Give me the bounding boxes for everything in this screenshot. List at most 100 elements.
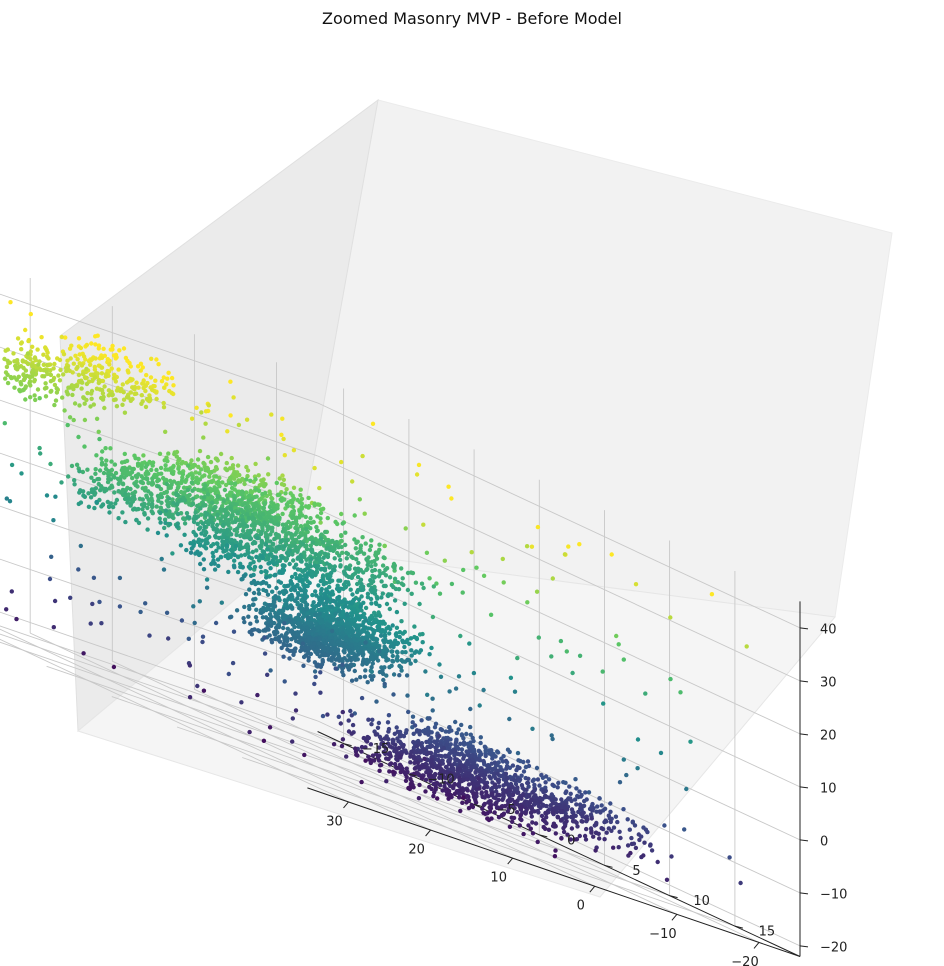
scatter-point	[443, 729, 448, 734]
scatter-point	[316, 641, 321, 646]
scatter-point	[140, 497, 145, 502]
scatter-point	[80, 380, 85, 385]
scatter-point	[404, 750, 409, 755]
scatter-point	[23, 384, 29, 389]
scatter-point	[507, 824, 513, 829]
scatter-point	[224, 460, 229, 466]
scatter-point	[616, 845, 621, 850]
scatter-point	[465, 788, 470, 793]
scatter-point	[394, 750, 399, 755]
scatter-point	[500, 556, 505, 562]
scatter-point	[21, 372, 26, 377]
scatter-point	[122, 475, 127, 480]
scatter-point	[602, 837, 607, 842]
scatter-point	[355, 539, 360, 544]
scatter-point	[203, 529, 208, 534]
scatter-point	[350, 573, 355, 579]
scatter-point	[390, 769, 396, 774]
scatter-point	[391, 692, 396, 697]
scatter-point	[395, 758, 400, 763]
scatter-point	[319, 618, 324, 623]
scatter-point	[189, 416, 195, 421]
scatter-point	[291, 558, 296, 563]
scatter-point	[354, 557, 359, 562]
scatter-point	[566, 544, 571, 549]
scatter-point	[335, 628, 340, 633]
scatter-point	[561, 825, 566, 831]
scatter-point	[411, 731, 416, 736]
scatter-point	[437, 733, 442, 739]
scatter-point	[73, 383, 78, 389]
scatter-point	[205, 454, 211, 460]
scatter-point	[170, 497, 175, 502]
scatter-point	[272, 555, 277, 560]
scatter-point	[609, 552, 614, 557]
scatter-point	[394, 725, 399, 730]
scatter-point	[199, 538, 205, 543]
scatter-point	[162, 517, 168, 522]
scatter-point	[417, 741, 422, 747]
scatter-point	[356, 597, 362, 602]
scatter-point	[437, 662, 442, 667]
scatter-point	[547, 795, 552, 800]
scatter-point	[113, 352, 119, 358]
scatter-point	[376, 758, 382, 763]
scatter-point	[195, 683, 200, 689]
scatter-point	[368, 543, 374, 549]
scatter-point	[493, 802, 498, 807]
scatter-point	[93, 356, 98, 361]
scatter-point	[308, 526, 313, 531]
scatter-point	[448, 771, 454, 777]
scatter-point	[35, 387, 41, 392]
scatter-point	[617, 829, 622, 834]
scatter-point	[427, 716, 432, 721]
scatter-point	[395, 729, 400, 734]
scatter-point	[400, 659, 406, 664]
scatter-point	[282, 679, 287, 684]
scatter-point	[233, 519, 238, 524]
scatter-point	[182, 498, 188, 503]
scatter-point	[316, 563, 321, 569]
scatter-point	[492, 760, 498, 765]
scatter-point	[347, 566, 352, 572]
scatter-point	[293, 691, 298, 696]
scatter-point	[392, 563, 397, 568]
scatter-point	[19, 340, 24, 345]
scatter-point	[362, 674, 368, 679]
scatter-point	[12, 385, 17, 390]
scatter-point	[407, 641, 412, 646]
scatter-point	[166, 496, 172, 501]
scatter-point	[149, 492, 154, 497]
scatter-point	[314, 524, 319, 530]
scatter-point	[424, 739, 429, 745]
scatter-point	[247, 493, 252, 498]
scatter-point	[284, 556, 290, 561]
scatter-point	[366, 583, 371, 588]
scatter-point	[130, 475, 135, 481]
scatter-point	[549, 792, 554, 797]
scatter-point	[46, 356, 51, 361]
scatter-point	[296, 612, 302, 617]
scatter-point	[88, 621, 93, 626]
scatter-point	[298, 493, 303, 498]
scatter-point	[366, 555, 371, 560]
scatter-point	[378, 633, 384, 638]
scatter-point	[132, 489, 138, 495]
scatter-point	[305, 566, 311, 571]
scatter-point	[116, 481, 121, 486]
scatter-point	[165, 458, 170, 464]
scatter-point	[363, 745, 368, 750]
scatter-point	[77, 403, 82, 408]
scatter-point	[298, 531, 303, 536]
scatter-point	[265, 672, 270, 677]
scatter-point	[284, 502, 290, 507]
scatter-point	[360, 653, 365, 658]
scatter-point	[99, 621, 104, 626]
scatter-point	[627, 827, 632, 832]
scatter-point	[126, 395, 131, 400]
z-gridline-side	[0, 293, 318, 404]
scatter-point	[185, 487, 191, 492]
scatter-point	[281, 641, 286, 646]
scatter-point	[269, 518, 274, 523]
scatter-point	[397, 739, 402, 744]
